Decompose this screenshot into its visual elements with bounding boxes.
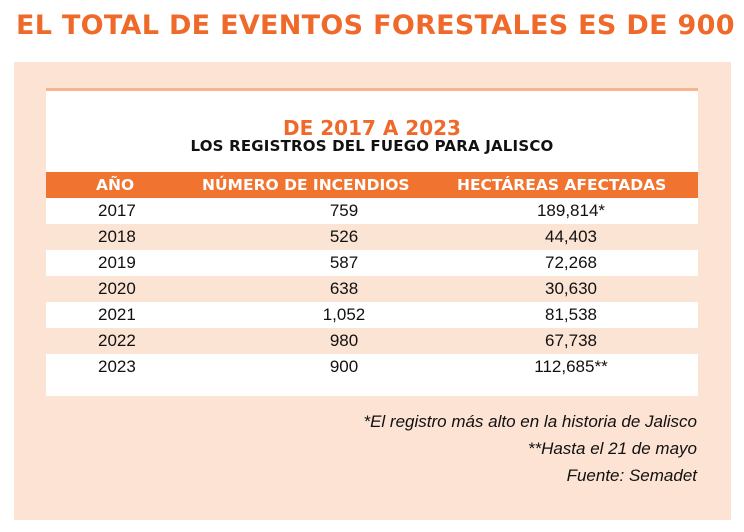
cell-year: 2018 bbox=[98, 227, 136, 246]
cell-hectares: 81,538 bbox=[545, 305, 597, 324]
cell-year: 2017 bbox=[98, 201, 136, 220]
cell-year: 2022 bbox=[98, 331, 136, 350]
headline: EL TOTAL DE EVENTOS FORESTALES ES DE 900 bbox=[16, 10, 735, 41]
cell-fires: 526 bbox=[329, 227, 359, 246]
subtitle-description: LOS REGISTROS DEL FUEGO PARA JALISCO bbox=[190, 137, 554, 155]
cell-year: 2020 bbox=[98, 279, 136, 298]
cell-fires: 900 bbox=[329, 357, 359, 376]
header-year: AÑO bbox=[96, 176, 135, 194]
cell-year: 2023 bbox=[98, 357, 136, 376]
table-row: 2022 980 67,738 bbox=[46, 328, 698, 354]
header-hectares: HECTÁREAS AFECTADAS bbox=[457, 176, 667, 194]
cell-hectares: 67,738 bbox=[545, 331, 597, 350]
subtitle-date-range: DE 2017 A 2023 bbox=[283, 116, 461, 140]
source-credit: Fuente: Semadet bbox=[566, 466, 697, 485]
table-row: 2017 759 189,814* bbox=[46, 198, 698, 224]
table-row: 2018 526 44,403 bbox=[46, 224, 698, 250]
cell-fires: 759 bbox=[329, 201, 359, 220]
table-row: 2023 900 112,685** bbox=[46, 354, 698, 380]
table-header: AÑO NÚMERO DE INCENDIOS HECTÁREAS AFECTA… bbox=[46, 172, 698, 198]
footnote-record: *El registro más alto en la historia de … bbox=[363, 412, 697, 431]
cell-year: 2021 bbox=[98, 305, 136, 324]
table-row: 2021 1,052 81,538 bbox=[46, 302, 698, 328]
cell-hectares: 189,814* bbox=[536, 201, 606, 220]
header-fires: NÚMERO DE INCENDIOS bbox=[202, 176, 410, 194]
cell-year: 2019 bbox=[98, 253, 136, 272]
cell-hectares: 72,268 bbox=[545, 253, 597, 272]
table-row: 2019 587 72,268 bbox=[46, 250, 698, 276]
table-row: 2020 638 30,630 bbox=[46, 276, 698, 302]
cell-fires: 638 bbox=[329, 279, 359, 298]
footnotes: *El registro más alto en la historia de … bbox=[363, 408, 697, 489]
cell-hectares: 44,403 bbox=[545, 227, 597, 246]
cell-hectares: 112,685** bbox=[534, 357, 608, 376]
cell-fires: 980 bbox=[329, 331, 359, 350]
footnote-date: **Hasta el 21 de mayo bbox=[527, 439, 697, 458]
cell-fires: 587 bbox=[329, 253, 359, 272]
cell-hectares: 30,630 bbox=[545, 279, 597, 298]
cell-fires: 1,052 bbox=[322, 305, 366, 324]
